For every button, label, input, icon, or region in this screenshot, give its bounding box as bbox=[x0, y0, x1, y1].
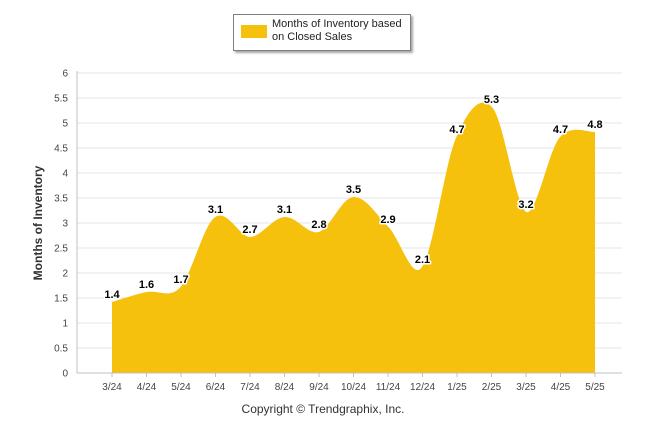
y-tick-label: 0.5 bbox=[54, 344, 68, 355]
data-label: 2.1 bbox=[415, 254, 430, 266]
data-label: 1.7 bbox=[173, 274, 188, 286]
y-tick-label: 0 bbox=[62, 369, 68, 380]
data-label: 1.6 bbox=[139, 279, 154, 291]
area-line bbox=[111, 102, 596, 304]
x-tick-label: 2/25 bbox=[482, 382, 502, 393]
data-labels: 1.41.41.61.6 1.71.73.13.12.72.73.13.12.82… bbox=[103, 93, 604, 303]
y-tick-label: 4.5 bbox=[54, 144, 68, 155]
data-label: 5.3 bbox=[484, 94, 499, 106]
data-label-halo: 3.2 bbox=[518, 199, 533, 211]
data-label: 2.8 bbox=[311, 219, 326, 231]
data-label-halo: 2.1 bbox=[415, 254, 430, 266]
copyright-footer: Copyright © Trendgraphix, Inc. bbox=[241, 402, 405, 416]
data-label: 3.1 bbox=[277, 204, 292, 216]
data-label: 3.2 bbox=[518, 199, 533, 211]
data-label-halo: 4.8 bbox=[587, 119, 602, 131]
data-label: 4.8 bbox=[587, 119, 602, 131]
y-tick-label: 3 bbox=[62, 219, 68, 230]
y-tick-label: 4 bbox=[62, 169, 68, 180]
area-series bbox=[111, 102, 596, 374]
y-tick-label: 2.5 bbox=[54, 244, 68, 255]
data-label-halo: 2.8 bbox=[311, 219, 326, 231]
x-tick-label: 3/25 bbox=[516, 382, 536, 393]
legend: Months of Inventory based on Closed Sale… bbox=[233, 14, 411, 51]
x-tick-label: 11/24 bbox=[376, 382, 401, 393]
data-label-halo: 3.5 bbox=[346, 184, 361, 196]
x-tick-label: 8/24 bbox=[275, 382, 295, 393]
data-label: 2.9 bbox=[380, 214, 395, 226]
x-tick-label: 4/25 bbox=[551, 382, 571, 393]
data-label: 2.7 bbox=[242, 224, 257, 236]
y-tick-label: 6 bbox=[62, 69, 68, 80]
data-label: 3.1 bbox=[208, 204, 223, 216]
y-tick-label: 1 bbox=[62, 319, 68, 330]
y-tick-label: 1.5 bbox=[54, 294, 68, 305]
y-axis-ticks: 0 0.5 1 1.5 2 2.5 3 3.5 4 4.5 5 5.5 6 bbox=[54, 69, 68, 380]
x-tick-label: 12/24 bbox=[410, 382, 435, 393]
data-label-halo: 1.7 bbox=[173, 274, 188, 286]
x-tick-label: 4/24 bbox=[137, 382, 157, 393]
x-tick-label: 9/24 bbox=[309, 382, 329, 393]
y-tick-label: 5.5 bbox=[54, 94, 68, 105]
y-tick-label: 5 bbox=[62, 119, 68, 130]
y-tick-label: 3.5 bbox=[54, 194, 68, 205]
x-tick-label: 6/24 bbox=[206, 382, 226, 393]
x-tick-label: 5/25 bbox=[585, 382, 605, 393]
x-axis-ticks: 3/24 4/24 5/24 6/24 7/24 8/24 9/24 10/24 11/24 12… bbox=[102, 373, 605, 393]
x-tick-label: 5/24 bbox=[171, 382, 191, 393]
data-label-halo: 1.6 bbox=[139, 279, 154, 291]
data-label: 1.4 bbox=[104, 289, 120, 301]
data-label-halo: 4.7 bbox=[449, 124, 464, 136]
x-tick-label: 10/24 bbox=[341, 382, 366, 393]
x-tick-label: 7/24 bbox=[240, 382, 260, 393]
data-label: 4.7 bbox=[449, 124, 464, 136]
legend-label: Months of Inventory based on Closed Sale… bbox=[272, 18, 402, 43]
data-label-halo: 3.1 bbox=[277, 204, 292, 216]
data-label-halo: 1.4 bbox=[104, 289, 120, 301]
x-tick-label: 1/25 bbox=[447, 382, 467, 393]
data-label-halo: 2.9 bbox=[380, 214, 395, 226]
x-tick-label: 3/24 bbox=[102, 382, 122, 393]
area-fill bbox=[112, 103, 595, 374]
y-axis-title: Months of Inventory bbox=[31, 165, 45, 280]
y-tick-label: 2 bbox=[62, 269, 68, 280]
data-label-halo: 2.7 bbox=[242, 224, 257, 236]
data-label-halo: 5.3 bbox=[484, 94, 499, 106]
data-label-halo: 4.7 bbox=[553, 124, 568, 136]
axes bbox=[76, 71, 622, 374]
legend-swatch bbox=[241, 25, 267, 38]
data-label-halo: 3.1 bbox=[208, 204, 223, 216]
data-label: 4.7 bbox=[553, 124, 568, 136]
data-label: 3.5 bbox=[346, 184, 361, 196]
